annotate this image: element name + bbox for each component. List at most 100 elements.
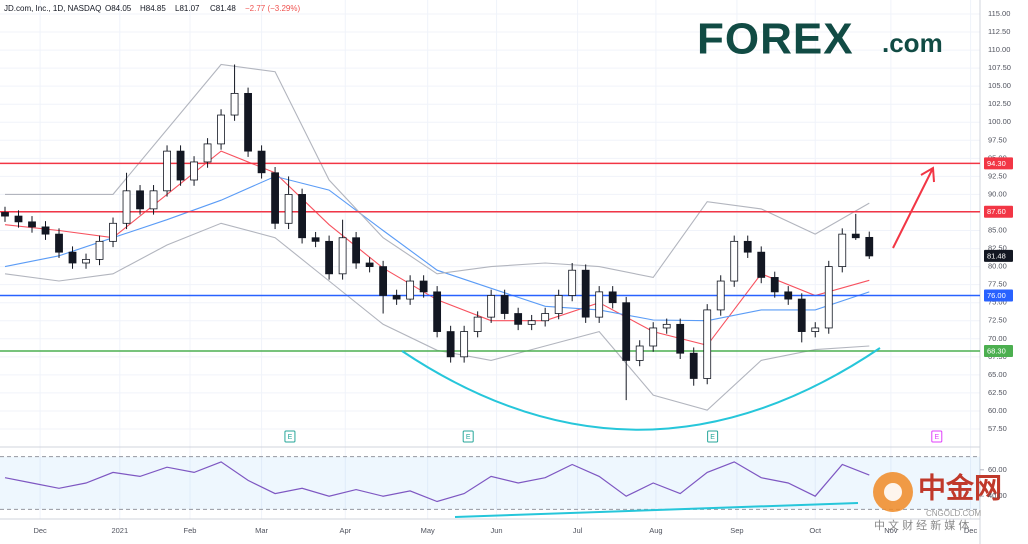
candle-body — [824, 266, 833, 329]
candle-body — [365, 262, 374, 268]
y-tick-label: 115.00 — [988, 9, 1010, 18]
indicator-line — [4, 222, 870, 411]
candle-body — [419, 280, 428, 293]
y-tick-label: 72.50 — [988, 316, 1007, 325]
candle-body — [203, 143, 212, 163]
y-tick-label: 92.50 — [988, 171, 1007, 180]
event-label: E — [710, 434, 715, 441]
y-tick-label: 90.00 — [988, 189, 1007, 198]
x-tick-label: Feb — [184, 526, 197, 535]
candle-body — [406, 280, 415, 300]
y-tick-label: 110.00 — [988, 45, 1010, 54]
high-value: H84.85 — [140, 4, 166, 13]
y-tick-label: 100.00 — [988, 117, 1011, 126]
rsi-line — [4, 461, 870, 503]
level-label: 76.00 — [987, 291, 1006, 300]
y-tick-label: 112.50 — [988, 27, 1010, 36]
candle-body — [176, 150, 185, 181]
indicator-line — [4, 175, 870, 322]
candle-body — [28, 221, 36, 228]
x-tick-label: 2021 — [111, 526, 128, 535]
open-value: O84.05 — [105, 4, 132, 13]
event-label: E — [466, 434, 471, 441]
candle-body — [379, 266, 388, 296]
watermark-slogan: 中 文 财 经 新 媒 体 — [874, 518, 969, 532]
y-tick-label: 75.00 — [988, 298, 1007, 307]
candle-body — [473, 316, 482, 332]
candle-body — [838, 233, 847, 268]
level-tag — [984, 205, 1013, 218]
candle-body — [568, 269, 577, 296]
event-marker[interactable] — [931, 430, 943, 443]
x-tick-label: Nov — [884, 526, 898, 535]
brand-name: FOREX — [697, 15, 854, 64]
candle-body — [757, 251, 766, 278]
candle-body — [244, 92, 252, 152]
candle-body — [851, 233, 860, 239]
x-tick-label: Dec — [964, 526, 978, 535]
candle-body — [446, 331, 455, 358]
y-tick-label: 82.50 — [988, 244, 1007, 253]
candle-body — [703, 309, 712, 379]
candle-body — [770, 277, 779, 293]
rsi-tick-label: 40.00 — [988, 491, 1007, 500]
candle-body — [136, 190, 144, 210]
candle-body — [730, 240, 739, 282]
candle-body — [298, 194, 306, 239]
plot — [0, 63, 980, 510]
candle-body — [716, 280, 725, 311]
candle-body — [635, 345, 644, 361]
candle-body — [284, 194, 293, 224]
candle-body — [122, 190, 131, 224]
x-tick-label: Aug — [649, 526, 662, 535]
target-arrow — [892, 166, 935, 249]
indicator-line — [5, 63, 870, 279]
event-marker[interactable] — [707, 430, 719, 443]
y-tick-label: 97.50 — [988, 135, 1007, 144]
candle-body — [527, 320, 536, 325]
candle-body — [649, 327, 658, 347]
candle-body — [14, 215, 23, 223]
candle-body — [662, 323, 671, 329]
event-marker[interactable] — [284, 430, 296, 443]
level-tag — [984, 157, 1013, 170]
candle-body — [460, 331, 469, 358]
candle-body — [392, 295, 401, 300]
candle-body — [257, 150, 266, 174]
level-tag — [984, 249, 1013, 262]
candle-body — [689, 352, 698, 379]
rounding-bottom-arc — [401, 347, 881, 431]
candle-body — [514, 313, 523, 325]
rsi-tick-label: 60.00 — [988, 465, 1007, 474]
candle-body — [82, 258, 90, 264]
x-tick-label: Jun — [491, 526, 503, 535]
candle-body — [217, 114, 225, 145]
candle-body — [311, 237, 320, 242]
candle-body — [743, 240, 752, 253]
candle-body — [41, 226, 50, 235]
y-tick-label: 85.00 — [988, 226, 1007, 235]
y-tick-label: 70.00 — [988, 334, 1007, 343]
x-tick-label: Jul — [573, 526, 583, 535]
event-label: E — [934, 434, 939, 441]
y-tick-label: 102.50 — [988, 99, 1011, 108]
candle-body — [676, 323, 685, 354]
candle-body — [338, 237, 347, 275]
watermark-site: CNGOLD.COM — [926, 509, 981, 518]
candle-body — [230, 92, 239, 116]
rsi-band — [0, 456, 980, 510]
candle-body — [581, 269, 590, 318]
level-label: 81.48 — [987, 251, 1006, 260]
candle-body — [325, 240, 333, 275]
candle-body — [95, 240, 104, 260]
candle-body — [622, 302, 631, 361]
level-label: 94.30 — [987, 159, 1006, 168]
candle-body — [163, 150, 171, 192]
candle-body — [433, 291, 442, 332]
x-tick-label: Apr — [339, 526, 351, 535]
event-marker[interactable] — [462, 430, 474, 443]
x-tick-label: May — [421, 526, 435, 535]
level-label: 68.30 — [987, 347, 1006, 356]
y-tick-label: 57.50 — [988, 424, 1007, 433]
